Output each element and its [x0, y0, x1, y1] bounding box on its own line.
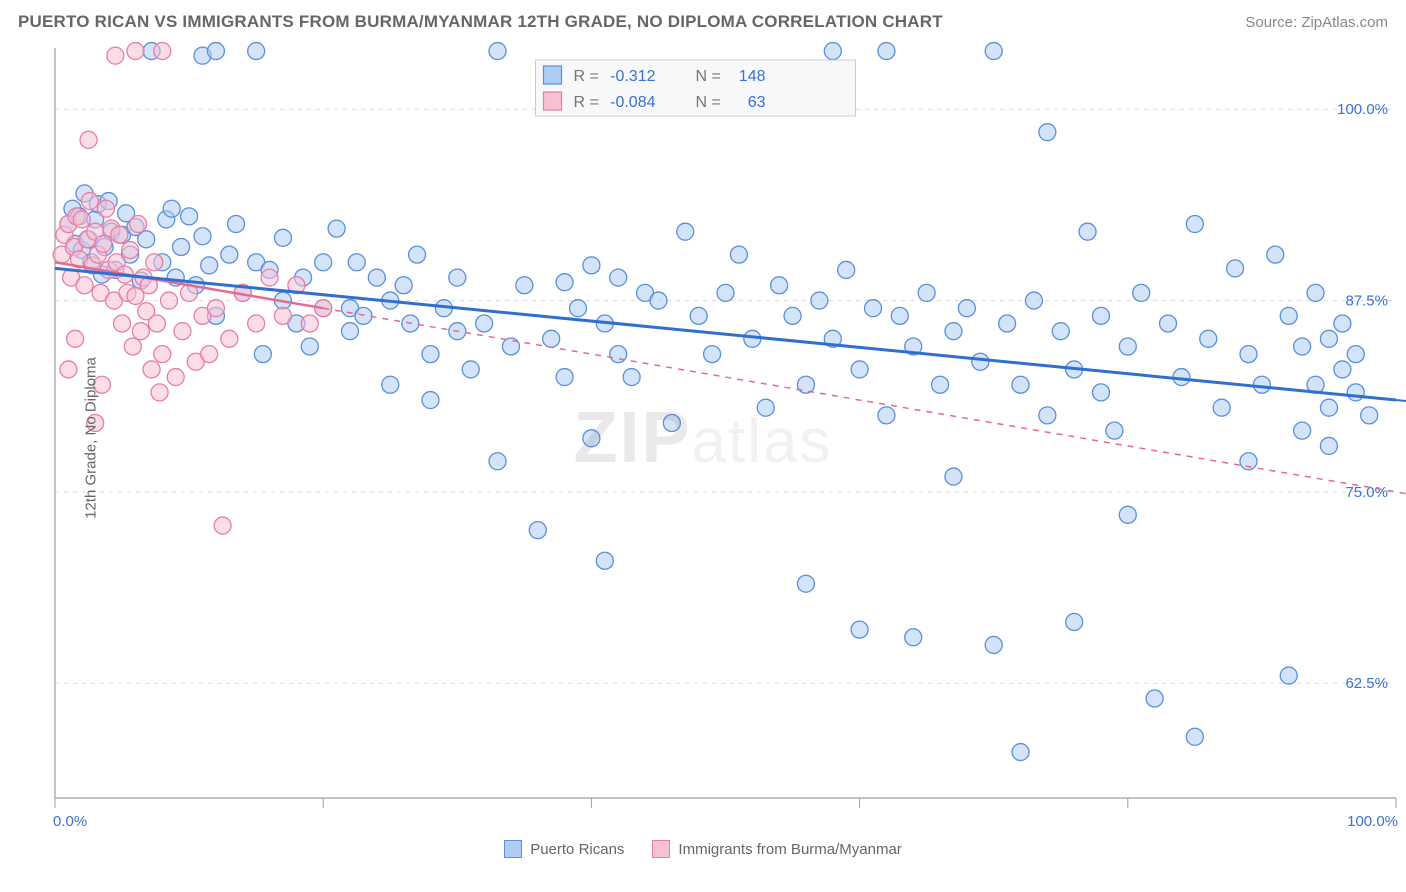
- svg-text:R =: R =: [574, 94, 599, 111]
- chart-title: PUERTO RICAN VS IMMIGRANTS FROM BURMA/MY…: [18, 12, 943, 32]
- legend-label-pink: Immigrants from Burma/Myanmar: [678, 841, 901, 858]
- svg-text:87.5%: 87.5%: [1345, 293, 1388, 310]
- legend-item-blue: Puerto Ricans: [504, 840, 624, 858]
- svg-text:62.5%: 62.5%: [1345, 675, 1388, 692]
- svg-text:100.0%: 100.0%: [1347, 813, 1398, 830]
- legend-label-blue: Puerto Ricans: [530, 841, 624, 858]
- svg-text:100.0%: 100.0%: [1337, 101, 1388, 118]
- svg-text:148: 148: [739, 68, 766, 85]
- chart-header: PUERTO RICAN VS IMMIGRANTS FROM BURMA/MY…: [0, 0, 1406, 38]
- svg-text:N =: N =: [696, 68, 721, 85]
- source-name: ZipAtlas.com: [1301, 14, 1388, 31]
- svg-text:-0.084: -0.084: [610, 94, 655, 111]
- svg-text:N =: N =: [696, 94, 721, 111]
- scatter-chart: 62.5%75.0%87.5%100.0%0.0%100.0%R =-0.312…: [0, 38, 1406, 838]
- plot-wrapper: 12th Grade, No Diploma 62.5%75.0%87.5%10…: [0, 38, 1406, 838]
- bottom-legend: Puerto Ricans Immigrants from Burma/Myan…: [0, 838, 1406, 858]
- legend-swatch-pink: [652, 840, 670, 858]
- svg-text:-0.312: -0.312: [610, 68, 655, 85]
- svg-text:63: 63: [748, 94, 766, 111]
- chart-source: Source: ZipAtlas.com: [1245, 14, 1388, 31]
- svg-text:0.0%: 0.0%: [53, 813, 87, 830]
- legend-swatch-blue: [504, 840, 522, 858]
- legend-item-pink: Immigrants from Burma/Myanmar: [652, 840, 901, 858]
- svg-text:R =: R =: [574, 68, 599, 85]
- y-axis-title: 12th Grade, No Diploma: [82, 357, 99, 519]
- source-prefix: Source:: [1245, 14, 1301, 31]
